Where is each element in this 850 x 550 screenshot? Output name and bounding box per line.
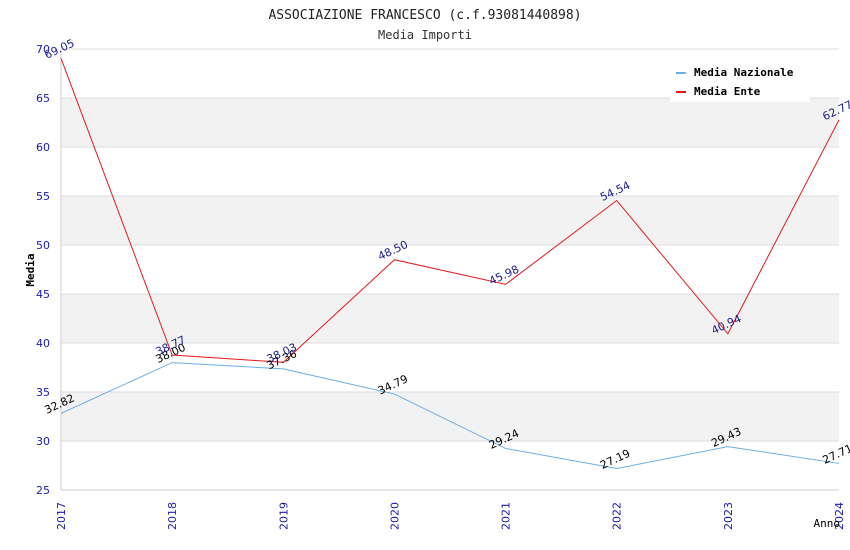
plot-band — [61, 392, 839, 441]
plot-band — [61, 98, 839, 147]
y-tick-label: 45 — [36, 288, 50, 301]
y-tick-label: 40 — [36, 337, 50, 350]
series-line — [60, 362, 840, 470]
y-tick-label: 60 — [36, 141, 50, 154]
y-tick-label: 30 — [36, 435, 50, 448]
series-line — [60, 58, 840, 363]
x-tick-label: 2021 — [500, 502, 513, 530]
y-tick-label: 35 — [36, 386, 50, 399]
y-tick-label: 50 — [36, 239, 50, 252]
grid-lines — [61, 48, 839, 491]
data-label: 69.05 — [42, 37, 76, 62]
chart-subtitle: Media Importi — [378, 28, 472, 42]
x-tick-label: 2017 — [55, 502, 68, 530]
x-tick-label: 2020 — [388, 502, 401, 530]
y-tick-label: 65 — [36, 92, 50, 105]
x-tick-label: 2019 — [277, 502, 290, 530]
plot-bands — [61, 98, 839, 441]
y-tick-labels: 25 30 35 40 45 50 55 60 65 70 — [36, 43, 50, 497]
plot-band — [61, 294, 839, 343]
x-tick-labels: 2017 2018 2019 2020 2021 2022 2023 2024 — [55, 502, 846, 530]
x-tick-label: 2023 — [722, 502, 735, 530]
series-lines — [60, 58, 840, 470]
axes — [60, 49, 839, 491]
plot-band — [61, 196, 839, 245]
y-tick-label: 70 — [36, 43, 50, 56]
x-axis-label: Anno — [814, 517, 841, 530]
x-tick-label: 2024 — [833, 502, 846, 530]
y-axis-label: Media — [24, 253, 37, 286]
legend-box — [670, 60, 810, 102]
y-tick-label: 25 — [36, 484, 50, 497]
y-tick-label: 55 — [36, 190, 50, 203]
legend: Media Nazionale Media Ente — [670, 60, 810, 102]
chart-title: ASSOCIAZIONE FRANCESCO (c.f.93081440898) — [268, 8, 581, 23]
x-tick-label: 2022 — [611, 502, 624, 530]
legend-label: Media Nazionale — [694, 66, 794, 79]
legend-label: Media Ente — [694, 85, 761, 98]
x-tick-label: 2018 — [166, 502, 179, 530]
